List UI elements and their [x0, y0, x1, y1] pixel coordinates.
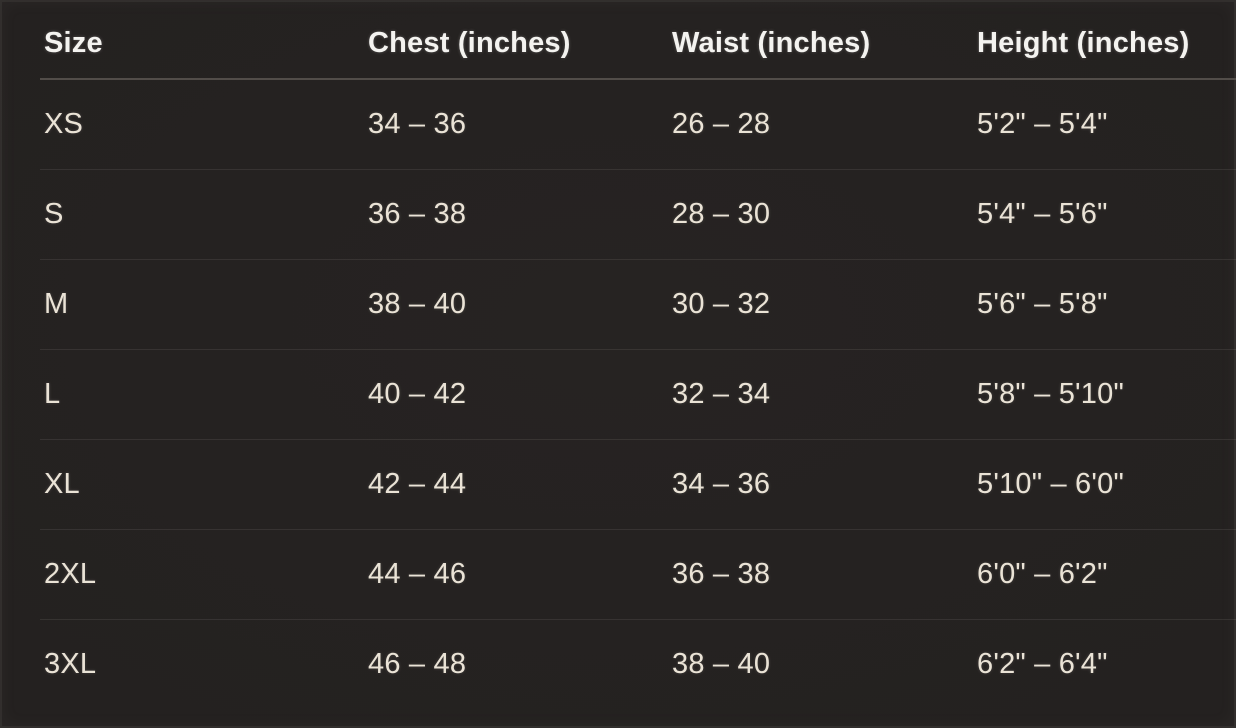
chest-cell: 46 – 48	[368, 648, 467, 680]
chest-cell: 36 – 38	[368, 198, 467, 230]
waist-cell: 30 – 32	[672, 288, 771, 320]
height-cell: 6'0" – 6'2"	[977, 558, 1108, 590]
waist-cell: 28 – 30	[672, 198, 771, 230]
size-cell: 3XL	[44, 648, 97, 680]
table-row-2xl: 2XL 44 – 46 36 – 38 6'0" – 6'2"	[40, 530, 1236, 620]
chest-cell: 38 – 40	[368, 288, 467, 320]
size-cell: L	[44, 378, 61, 410]
table-row-xl: XL 42 – 44 34 – 36 5'10" – 6'0"	[40, 440, 1236, 530]
table-row-l: L 40 – 42 32 – 34 5'8" – 5'10"	[40, 350, 1236, 440]
height-cell: 6'2" – 6'4"	[977, 648, 1108, 680]
table-row-3xl: 3XL 46 – 48 38 – 40 6'2" – 6'4"	[40, 620, 1236, 709]
table-row-s: S 36 – 38 28 – 30 5'4" – 5'6"	[40, 170, 1236, 260]
waist-cell: 38 – 40	[672, 648, 771, 680]
waist-cell: 36 – 38	[672, 558, 771, 590]
chest-cell: 44 – 46	[368, 558, 467, 590]
size-chart-table: Size Chest (inches) Waist (inches) Height (…	[40, 0, 1236, 709]
waist-cell: 26 – 28	[672, 108, 771, 140]
height-cell: 5'10" – 6'0"	[977, 468, 1124, 500]
column-header-height: Height (inches)	[977, 26, 1190, 59]
header-row: Size Chest (inches) Waist (inches) Height (…	[40, 0, 1236, 80]
chest-cell: 40 – 42	[368, 378, 467, 410]
chest-cell: 34 – 36	[368, 108, 467, 140]
height-cell: 5'8" – 5'10"	[977, 378, 1124, 410]
height-cell: 5'6" – 5'8"	[977, 288, 1108, 320]
table-row-xs: XS 34 – 36 26 – 28 5'2" – 5'4"	[40, 80, 1236, 170]
size-cell: XS	[44, 108, 84, 140]
table-body: XS 34 – 36 26 – 28 5'2" – 5'4" S 36 – 38 28 – …	[40, 80, 1236, 709]
column-header-chest: Chest (inches)	[368, 26, 571, 59]
size-cell: M	[44, 288, 69, 320]
waist-cell: 34 – 36	[672, 468, 771, 500]
column-header-waist: Waist (inches)	[672, 26, 871, 59]
size-cell: XL	[44, 468, 80, 500]
chest-cell: 42 – 44	[368, 468, 467, 500]
table-row-m: M 38 – 40 30 – 32 5'6" – 5'8"	[40, 260, 1236, 350]
column-header-size: Size	[44, 26, 103, 59]
waist-cell: 32 – 34	[672, 378, 771, 410]
size-cell: 2XL	[44, 558, 97, 590]
height-cell: 5'2" – 5'4"	[977, 108, 1108, 140]
height-cell: 5'4" – 5'6"	[977, 198, 1108, 230]
size-cell: S	[44, 198, 64, 230]
